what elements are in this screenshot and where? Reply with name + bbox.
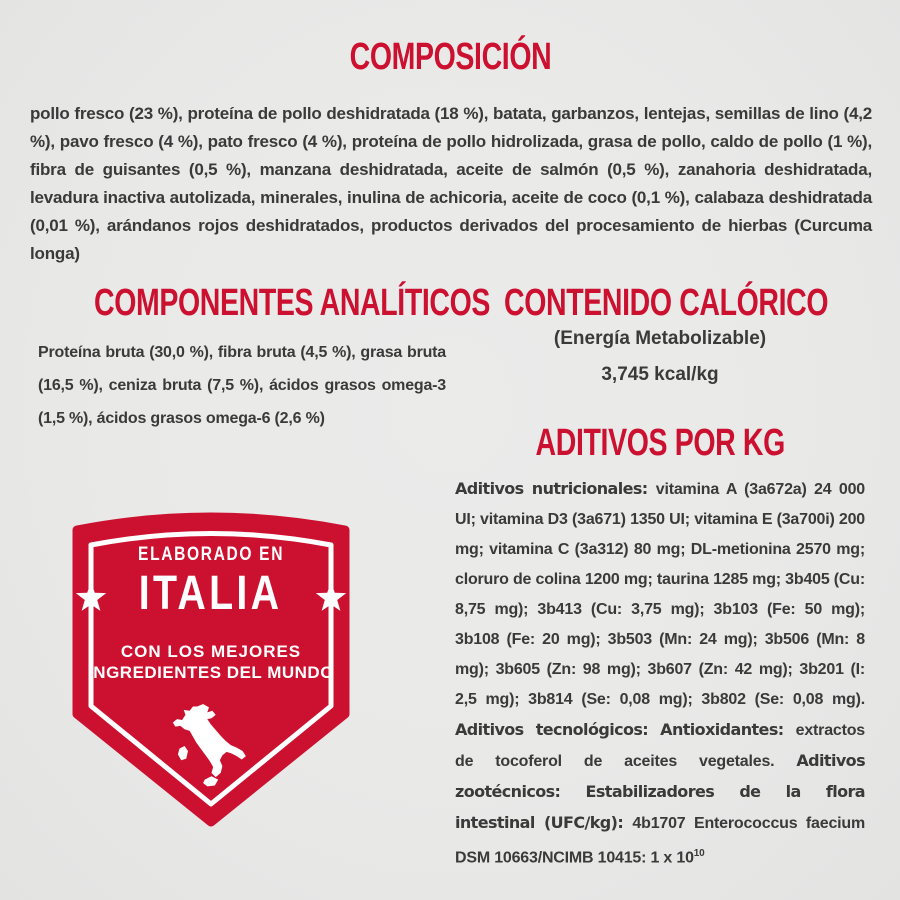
analytical-components-title: COMPONENTES ANALÍTICOS <box>28 282 490 324</box>
analytical-components-text: Proteína bruta (30,0 %), fibra bruta (4,… <box>38 344 446 427</box>
additives-title: ADITIVOS POR KG <box>450 422 870 464</box>
caloric-content-value: 3,745 kcal/kg <box>601 364 719 385</box>
badge-con-los-mejores: CON LOS MEJORES <box>120 642 302 661</box>
badge-italia: ITALIA <box>139 567 283 620</box>
additives-technological-label: Aditivos tecnológicos: Antioxidantes: <box>455 720 796 739</box>
star-icon <box>315 582 347 611</box>
composition-title-text: COMPOSICIÓN <box>349 36 551 78</box>
additives-zootechnical-values: 4b1707 Enterococcus faecium DSM 10663/NC… <box>455 815 865 867</box>
additives-nutritional-label: Aditivos nutricionales: <box>455 479 656 498</box>
badge-elaborado-en: ELABORADO EN <box>137 544 285 565</box>
additives-nutritional-values: vitamina A (3a672a) 24 000 UI; vitamina … <box>455 481 865 708</box>
additives-zootechnical-label: Aditivos zootécnicos: Estabilizadores de… <box>455 751 866 832</box>
badge-text: ELABORADO EN ITALIA CON LOS MEJORES INGR… <box>72 506 350 832</box>
additives-title-text: ADITIVOS POR KG <box>535 422 785 464</box>
star-icon <box>75 582 107 611</box>
composition-title: COMPOSICIÓN <box>0 36 900 78</box>
shield-icon <box>72 512 350 827</box>
analytical-components-title-text: COMPONENTES ANALÍTICOS <box>94 282 491 324</box>
additives-text: Aditivos nutricionales: vitamina A (3a67… <box>455 474 866 873</box>
composition-text: pollo fresco (23 %), proteína de pollo d… <box>30 104 872 263</box>
caloric-content-title-text: CONTENIDO CALÓRICO <box>504 282 829 324</box>
caloric-content-title: CONTENIDO CALÓRICO <box>450 282 870 324</box>
caloric-content-subtitle: (Energía Metabolizable) <box>553 328 767 349</box>
exponent-superscript: 10 <box>693 848 705 859</box>
made-in-italy-badge: ELABORADO EN ITALIA CON LOS MEJORES INGR… <box>72 506 350 832</box>
badge-ingredientes-del-mundo: INGREDIENTES DEL MUNDO <box>88 663 334 682</box>
additives-technological-values: extractos de tocoferol de aceites vegeta… <box>455 722 865 770</box>
italy-map-icon <box>172 704 246 787</box>
